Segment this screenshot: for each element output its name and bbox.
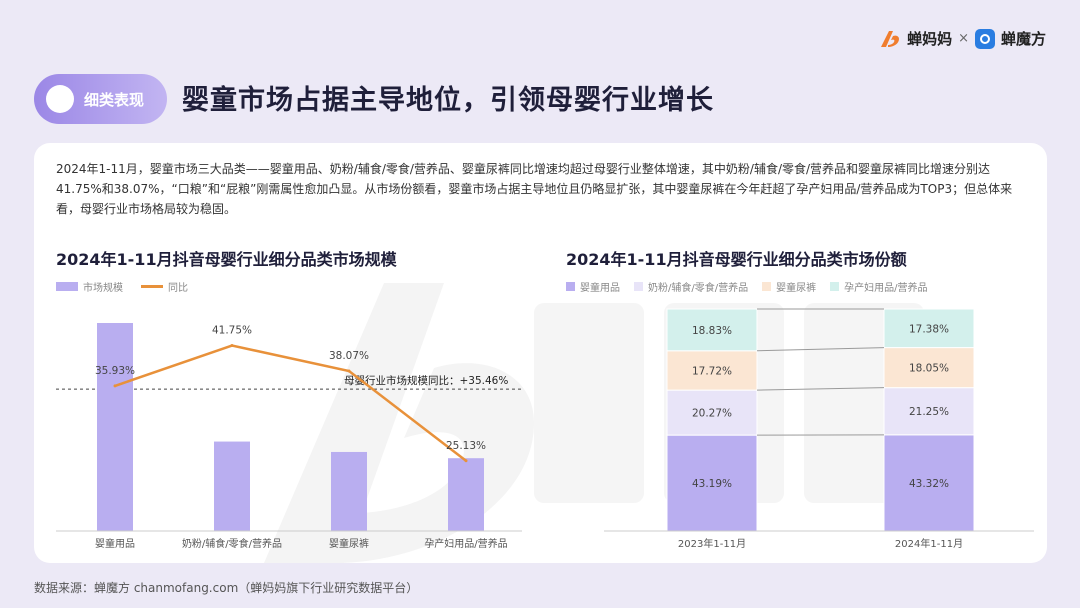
- legend-swatch-line: [141, 285, 163, 288]
- legend-swatch: [762, 282, 772, 291]
- x-tick-label: 婴童用品: [95, 537, 135, 550]
- legend-label: 婴童用品: [580, 283, 620, 294]
- x-tick-label: 2023年1-11月: [678, 537, 746, 550]
- stack-segment: [666, 350, 758, 391]
- stack-segment: [666, 389, 758, 436]
- legend-item: 孕产妇用品/营养品: [830, 279, 927, 294]
- x-tick-label: 奶粉/辅食/零食/营养品: [182, 537, 282, 550]
- bar: [448, 458, 484, 531]
- legend-label: 婴童尿裤: [776, 283, 817, 294]
- x-tick-label: 2024年1-11月: [895, 537, 963, 550]
- x-tick-label: 孕产妇用品/营养品: [424, 537, 507, 550]
- legend-label: 奶粉/辅食/零食/营养品: [648, 283, 749, 294]
- bar: [331, 451, 367, 531]
- legend-label: 孕产妇用品/营养品: [844, 283, 928, 294]
- yoy-point: [347, 369, 351, 373]
- section-pill: 细类表现: [34, 74, 167, 124]
- yoy-data-label: 35.93%: [95, 365, 135, 377]
- segment-label: 18.83%: [692, 325, 732, 337]
- legend-item-market-size: 市场规模: [56, 279, 123, 294]
- chanmama-logo-icon: [881, 30, 900, 47]
- legend-item: 婴童用品: [566, 279, 620, 294]
- chart1-title: 2024年1-11月抖音母婴行业细分品类市场规模: [56, 250, 397, 269]
- segment-label: 20.27%: [692, 408, 732, 420]
- stack-segment: [883, 308, 975, 349]
- brand-name-a: 蝉妈妈: [907, 30, 953, 48]
- legend-item: 奶粉/辅食/零食/营养品: [634, 279, 748, 294]
- brand-name-b: 蝉魔方: [1000, 30, 1046, 48]
- chanmofang-logo-icon: [974, 28, 995, 49]
- legend-swatch-bar: [56, 282, 78, 291]
- yoy-data-label: 38.07%: [329, 350, 369, 362]
- chart2-title: 2024年1-11月抖音母婴行业细分品类市场份额: [566, 250, 907, 269]
- bar: [97, 323, 133, 531]
- chart2-legend: 婴童用品 奶粉/辅食/零食/营养品 婴童尿裤 孕产妇用品/营养品: [566, 279, 927, 294]
- connector-line: [756, 347, 885, 352]
- legend-swatch: [830, 282, 840, 291]
- legend-item-yoy: 同比: [141, 279, 188, 294]
- chart1-market-size: 母婴行业市场规模同比：+35.46% 婴童用品 奶粉/辅食/零食/营养品 婴童尿裤 孕产…: [56, 323, 522, 550]
- pill-dot-icon: [46, 85, 74, 113]
- segment-label: 21.25%: [909, 406, 949, 418]
- legend-swatch: [634, 282, 643, 291]
- stack-segment: [883, 434, 975, 532]
- segment-label: 18.05%: [909, 363, 949, 375]
- segment-label: 17.38%: [909, 323, 949, 335]
- yoy-point: [113, 384, 117, 388]
- page-title: 婴童市场占据主导地位，引领母婴行业增长: [182, 85, 714, 116]
- data-source: 数据来源：蝉魔方 chanmofang.com（蝉妈妈旗下行业研究数据平台）: [34, 581, 419, 595]
- segment-label: 17.72%: [692, 365, 732, 377]
- yoy-line: [114, 344, 467, 462]
- legend-swatch: [566, 282, 575, 291]
- brand-times: ×: [958, 31, 969, 46]
- yoy-data-label: 41.75%: [212, 325, 252, 337]
- legend-label-market-size: 市场规模: [83, 283, 123, 294]
- connector-line: [756, 387, 885, 391]
- chart2-market-share: 43.19% 20.27% 17.72% 18.83% 2023年1-11月 43.32%…: [604, 308, 1034, 550]
- stack-segment: [883, 347, 975, 389]
- pill-label: 细类表现: [84, 90, 145, 109]
- legend-label-yoy: 同比: [168, 283, 188, 294]
- chart1-legend: 市场规模 同比: [56, 279, 188, 294]
- stack-segment: [666, 308, 758, 352]
- yoy-point: [464, 459, 468, 463]
- stack-segment: [883, 387, 975, 436]
- segment-label: 43.32%: [909, 478, 949, 490]
- brand-logos: 蝉妈妈 × 蝉魔方: [879, 28, 1046, 49]
- yoy-point: [230, 344, 234, 348]
- bar: [214, 441, 250, 531]
- x-tick-label: 婴童尿裤: [329, 537, 369, 550]
- description-text: 2024年1-11月，婴童市场三大品类——婴童用品、奶粉/辅食/零食/营养品、婴…: [56, 162, 1013, 216]
- reference-line-label: 母婴行业市场规模同比：+35.46%: [344, 374, 508, 387]
- legend-item: 婴童尿裤: [762, 279, 816, 294]
- content-card: 2024年1-11月，婴童市场三大品类——婴童用品、奶粉/辅食/零食/营养品、婴…: [34, 143, 1047, 563]
- yoy-data-label: 25.13%: [446, 440, 486, 452]
- segment-label: 43.19%: [692, 478, 732, 490]
